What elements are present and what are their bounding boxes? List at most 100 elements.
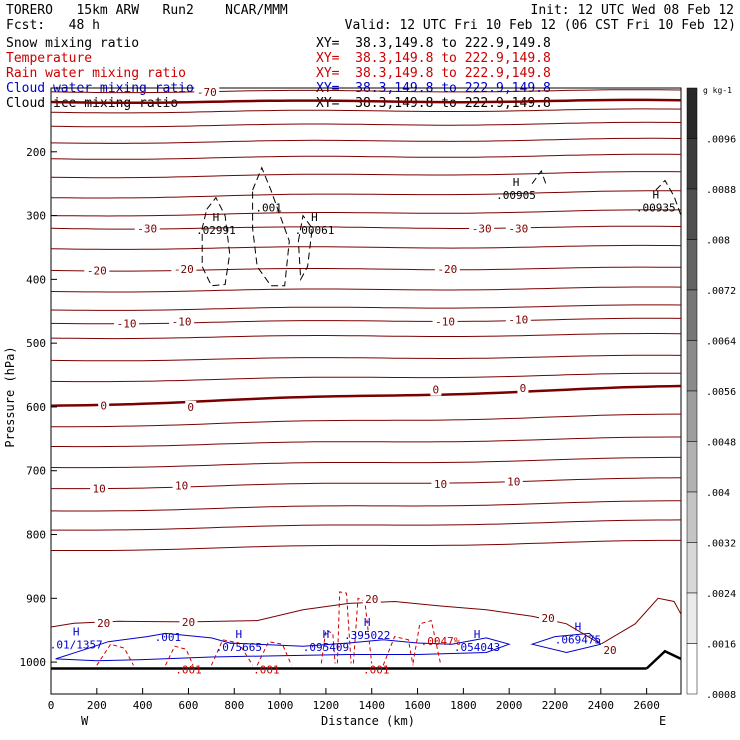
maximum-marker: H bbox=[323, 628, 330, 641]
isotherm-line bbox=[50, 384, 682, 407]
x-tick-label: 1600 bbox=[404, 699, 431, 712]
y-axis-label: Pressure (hPa) bbox=[3, 346, 17, 447]
isotherm-label: 10 bbox=[434, 478, 447, 491]
east-label: E bbox=[659, 714, 666, 728]
colorbar-label: .0032 bbox=[706, 539, 736, 550]
isotherm-label: -30 bbox=[508, 222, 528, 235]
isotherm-label: 20 bbox=[182, 616, 195, 629]
isotherm-line bbox=[50, 304, 682, 311]
cloud-ice-contour bbox=[252, 166, 290, 287]
colorbar-segment bbox=[686, 390, 698, 442]
contour-label-bg bbox=[84, 264, 110, 277]
maximum-value-label: .069475 bbox=[555, 634, 601, 647]
contour-label-bg bbox=[430, 383, 442, 396]
contour-label-bg bbox=[185, 400, 197, 413]
colorbar-label: .008 bbox=[706, 236, 730, 247]
isotherm-label: 10 bbox=[175, 479, 188, 492]
colorbar-label: .0064 bbox=[706, 337, 736, 348]
colorbar-segment bbox=[686, 289, 698, 341]
field-label: Temperature bbox=[6, 51, 93, 66]
x-tick-label: 1800 bbox=[450, 699, 477, 712]
isotherm-label: -70 bbox=[197, 86, 217, 99]
field-cross-section-coords: XY= 38.3,149.8 to 222.9,149.8 bbox=[316, 51, 551, 66]
isotherm-line bbox=[50, 286, 682, 293]
plot-frame bbox=[50, 87, 682, 695]
x-tick-label: 2000 bbox=[496, 699, 523, 712]
isotherm-label: -10 bbox=[172, 315, 192, 328]
contour-label-bg bbox=[432, 315, 458, 328]
isotherm-line bbox=[51, 539, 681, 551]
field-label: Rain water mixing ratio bbox=[6, 66, 187, 81]
colorbar-segment bbox=[686, 592, 698, 644]
x-tick-label: 400 bbox=[133, 699, 153, 712]
maximum-value-label: .001 bbox=[363, 664, 390, 677]
rain-water-contour bbox=[96, 643, 134, 666]
maximum-value-label: .00935 bbox=[636, 202, 676, 215]
maximum-value-label: .054043 bbox=[454, 641, 500, 654]
x-tick-label: 600 bbox=[179, 699, 199, 712]
isotherm-line bbox=[50, 597, 682, 645]
colorbar-label: .0096 bbox=[706, 135, 736, 146]
colorbar-segment bbox=[686, 239, 698, 291]
isotherm-label: -10 bbox=[117, 317, 137, 330]
contour-label-bg bbox=[504, 475, 523, 488]
x-tick-label: 1000 bbox=[267, 699, 294, 712]
x-tick-label: 2400 bbox=[588, 699, 615, 712]
isotherm-label: 0 bbox=[433, 384, 440, 397]
isotherm-line bbox=[50, 121, 682, 128]
isotherm-label: 20 bbox=[97, 617, 110, 630]
isotherm-label: 10 bbox=[92, 483, 105, 496]
contour-label-bg bbox=[600, 643, 619, 656]
isotherm-line bbox=[50, 317, 682, 325]
contour-label-bg bbox=[134, 222, 160, 235]
isotherm-line bbox=[51, 519, 682, 531]
isotherm-label: -10 bbox=[435, 315, 455, 328]
isotherm-label: 0 bbox=[187, 401, 194, 414]
y-tick-label: 400 bbox=[26, 273, 46, 286]
isotherm-line bbox=[51, 477, 682, 490]
cloud-water-contour bbox=[55, 632, 511, 662]
x-tick-label: 2200 bbox=[542, 699, 569, 712]
maximum-marker: H bbox=[311, 211, 318, 224]
colorbar-segment bbox=[686, 188, 698, 240]
isotherm-line bbox=[50, 266, 682, 272]
maximum-value-label: .001 bbox=[155, 631, 182, 644]
isotherm-line bbox=[50, 354, 682, 362]
maximum-value-label: .00061 bbox=[295, 224, 335, 237]
maximum-marker: H bbox=[474, 628, 481, 641]
colorbar-label: .0016 bbox=[706, 640, 736, 651]
cloud-ice-contour bbox=[655, 179, 682, 216]
y-tick-label: 600 bbox=[26, 401, 46, 414]
isotherm-label: 0 bbox=[520, 382, 527, 395]
rain-water-contour bbox=[256, 641, 292, 666]
rain-water-contour bbox=[336, 591, 352, 664]
colorbar-segment bbox=[686, 87, 698, 139]
maximum-marker: H bbox=[73, 626, 80, 639]
colorbar-label: .004 bbox=[706, 488, 730, 499]
isotherm-label: -20 bbox=[87, 264, 107, 277]
colorbar-segment bbox=[686, 491, 698, 543]
maximum-value-label: .00905 bbox=[496, 189, 536, 202]
maximum-value-label: .395022 bbox=[344, 629, 390, 642]
cloud-water-contour bbox=[530, 632, 602, 654]
cloud-ice-contour bbox=[297, 214, 313, 282]
x-axis-label: Distance (km) bbox=[321, 714, 415, 728]
west-label: W bbox=[81, 714, 89, 728]
isotherm-label: 10 bbox=[507, 476, 520, 489]
isotherm-line bbox=[50, 137, 682, 144]
isotherm-label: 20 bbox=[603, 644, 616, 657]
isotherm-line bbox=[50, 153, 682, 160]
colorbar-label: .0072 bbox=[706, 286, 736, 297]
colorbar-segment bbox=[686, 441, 698, 493]
field-cross-section-coords: XY= 38.3,149.8 to 222.9,149.8 bbox=[316, 36, 551, 51]
isotherm-label: -10 bbox=[508, 314, 528, 327]
cloud-ice-contour bbox=[201, 196, 231, 287]
isotherm-label: 20 bbox=[365, 593, 378, 606]
contour-label-bg bbox=[171, 263, 197, 276]
rain-water-contour bbox=[210, 639, 254, 666]
x-tick-label: 200 bbox=[87, 699, 107, 712]
maximum-value-label: .001 bbox=[175, 664, 202, 677]
maximum-value-label: .02991 bbox=[196, 224, 236, 237]
model-title: TORERO 15km ARW Run2 NCAR/MMM bbox=[6, 3, 288, 18]
colorbar-label: .0024 bbox=[706, 589, 736, 600]
